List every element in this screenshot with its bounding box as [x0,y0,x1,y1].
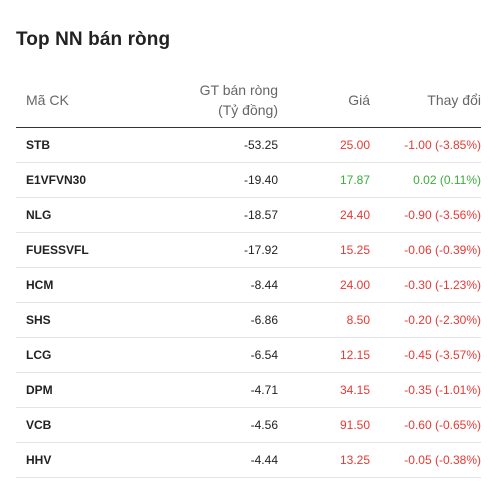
cell-price: 24.00 [278,267,370,303]
cell-price: 15.25 [278,232,370,268]
cell-symbol[interactable]: NLG [16,197,166,233]
cell-symbol[interactable]: LCG [16,337,166,373]
cell-symbol[interactable]: E1VFVN30 [16,162,166,198]
cell-net-sell-value: -4.44 [166,442,278,478]
table-row[interactable]: NLG -18.57 24.40 -0.90 (-3.56%) [16,197,481,233]
table-row[interactable]: FUESSVFL -17.92 15.25 -0.06 (-0.39%) [16,232,481,268]
cell-net-sell-value: -18.57 [166,197,278,233]
table-body: STB -53.25 25.00 -1.00 (-3.85%) E1VFVN30 -19.… [16,127,481,478]
cell-change: -0.90 (-3.56%) [370,197,481,233]
cell-change: 0.02 (0.11%) [370,162,481,198]
cell-price: 34.15 [278,372,370,408]
widget-title: Top NN bán ròng [16,29,171,50]
table-row[interactable]: VCB -4.56 91.50 -0.60 (-0.65%) [16,407,481,443]
cell-price: 8.50 [278,302,370,338]
cell-price: 24.40 [278,197,370,233]
cell-symbol[interactable]: FUESSVFL [16,232,166,268]
cell-net-sell-value: -53.25 [166,127,278,163]
cell-symbol[interactable]: HCM [16,267,166,303]
cell-net-sell-value: -17.92 [166,232,278,268]
column-header-change: Thay đổi [370,72,481,128]
table-header: Mã CK GT bán ròng (Tỷ đồng) Giá Thay đổi [16,72,481,128]
cell-symbol[interactable]: STB [16,127,166,163]
cell-symbol[interactable]: DPM [16,372,166,408]
cell-net-sell-value: -4.56 [166,407,278,443]
table-row[interactable]: E1VFVN30 -19.40 17.87 0.02 (0.11%) [16,162,481,198]
table-row[interactable]: HCM -8.44 24.00 -0.30 (-1.23%) [16,267,481,303]
cell-change: -0.06 (-0.39%) [370,232,481,268]
column-header-net-sell-value: GT bán ròng (Tỷ đồng) [166,72,278,128]
table-row[interactable]: SHS -6.86 8.50 -0.20 (-2.30%) [16,302,481,338]
cell-change: -0.60 (-0.65%) [370,407,481,443]
cell-change: -0.30 (-1.23%) [370,267,481,303]
cell-symbol[interactable]: HHV [16,442,166,478]
cell-change: -1.00 (-3.85%) [370,127,481,163]
cell-net-sell-value: -4.71 [166,372,278,408]
cell-change: -0.20 (-2.30%) [370,302,481,338]
table-row[interactable]: STB -53.25 25.00 -1.00 (-3.85%) [16,127,481,163]
column-header-symbol: Mã CK [16,72,166,128]
cell-price: 17.87 [278,162,370,198]
cell-price: 91.50 [278,407,370,443]
column-header-net-sell-value-line2: (Tỷ đồng) [218,101,278,118]
cell-change: -0.45 (-3.57%) [370,337,481,373]
table-row[interactable]: HHV -4.44 13.25 -0.05 (-0.38%) [16,442,481,478]
cell-net-sell-value: -6.54 [166,337,278,373]
net-sell-table: Mã CK GT bán ròng (Tỷ đồng) Giá Thay đổi… [16,72,481,478]
cell-price: 12.15 [278,337,370,373]
cell-price: 25.00 [278,127,370,163]
table-row[interactable]: LCG -6.54 12.15 -0.45 (-3.57%) [16,337,481,373]
cell-change: -0.05 (-0.38%) [370,442,481,478]
cell-net-sell-value: -8.44 [166,267,278,303]
cell-price: 13.25 [278,442,370,478]
cell-change: -0.35 (-1.01%) [370,372,481,408]
cell-net-sell-value: -19.40 [166,162,278,198]
column-header-price: Giá [278,72,370,128]
column-header-net-sell-value-line1: GT bán ròng [199,81,278,98]
cell-symbol[interactable]: SHS [16,302,166,338]
cell-symbol[interactable]: VCB [16,407,166,443]
cell-net-sell-value: -6.86 [166,302,278,338]
table-row[interactable]: DPM -4.71 34.15 -0.35 (-1.01%) [16,372,481,408]
